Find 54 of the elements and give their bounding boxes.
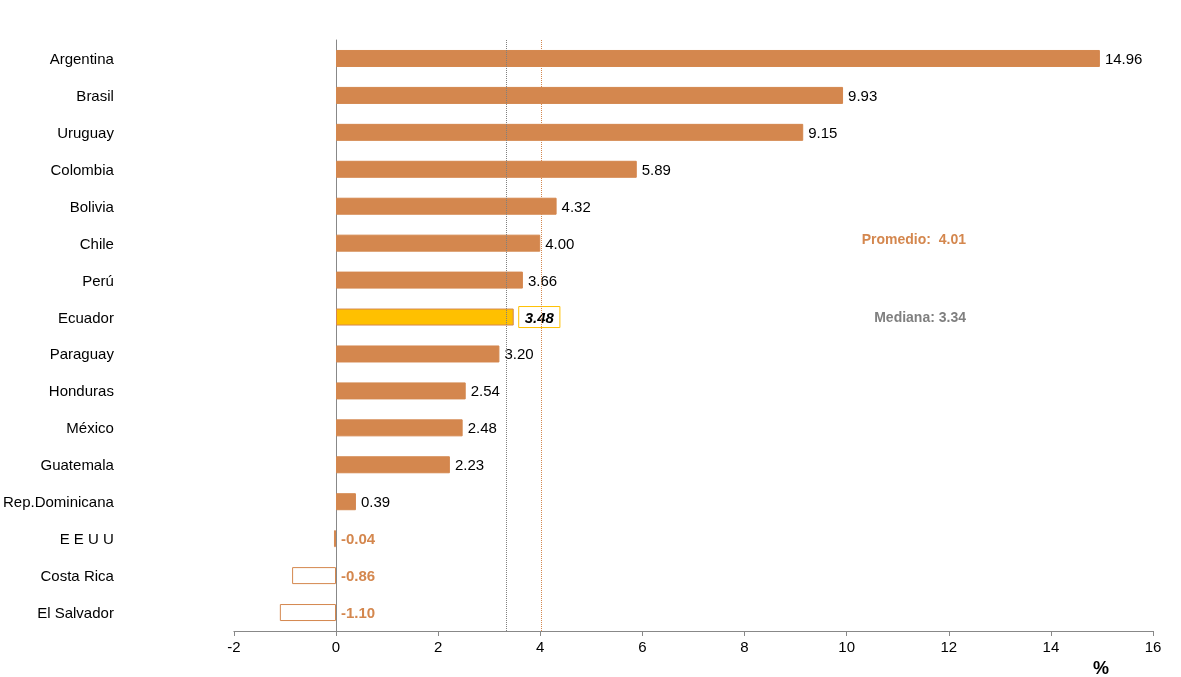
y-tick-label: Chile	[79, 234, 114, 252]
x-axis-title: %	[1093, 658, 1110, 677]
data-label: 14.96	[1104, 49, 1143, 67]
data-label: 2.48	[467, 419, 497, 437]
bar	[292, 567, 337, 585]
data-label: 3.66	[527, 271, 558, 289]
x-tick-label: 4	[536, 638, 545, 655]
ref-line-label: Mediana: 3.34	[874, 309, 967, 325]
x-tick-label: 10	[838, 638, 855, 655]
y-tick-label: El Salvador	[37, 604, 114, 622]
data-label: 0.39	[360, 493, 391, 511]
y-tick-label: Guatemala	[40, 456, 115, 474]
data-label: 5.89	[641, 160, 671, 178]
data-label: 9.93	[848, 86, 878, 104]
data-label: -0.04	[341, 530, 376, 548]
y-tick-label: E E U U	[59, 530, 114, 548]
data-label: 2.23	[454, 456, 485, 474]
data-label: 2.54	[470, 382, 500, 400]
x-tick-label: 14	[1042, 638, 1060, 655]
y-tick-label: Colombia	[50, 160, 115, 178]
bar	[336, 419, 463, 437]
y-tick-label: Argentina	[49, 49, 115, 67]
data-label: 4.00	[545, 234, 575, 252]
y-tick-label: Uruguay	[57, 123, 115, 141]
y-tick-label: Ecuador	[58, 308, 114, 326]
ref-line-label: Promedio: 4.01	[861, 231, 967, 247]
y-tick-label: México	[66, 419, 114, 437]
bar	[336, 456, 450, 474]
x-tick-label: 8	[740, 638, 749, 655]
bar	[336, 382, 466, 400]
bar	[336, 345, 500, 363]
y-tick-label: Paraguay	[49, 345, 115, 363]
bar	[279, 604, 337, 622]
y-tick-label: Honduras	[48, 382, 114, 400]
x-tick-label: 0	[331, 638, 341, 655]
x-tick-label: -2	[227, 638, 241, 655]
y-tick-label: Perú	[82, 271, 114, 289]
data-label: 3.20	[504, 345, 534, 363]
bar	[336, 308, 514, 326]
data-label: -1.10	[341, 604, 376, 622]
data-label: 4.32	[561, 197, 591, 215]
data-label: 9.15	[808, 123, 838, 141]
data-label: -0.86	[341, 567, 376, 585]
bar	[336, 271, 523, 289]
x-tick-label: 2	[433, 638, 443, 655]
y-tick-label: Rep.Dominicana	[3, 493, 115, 511]
bar	[336, 493, 356, 511]
x-tick-label: 12	[940, 638, 958, 655]
x-tick-label: 6	[638, 638, 647, 655]
data-label: 3.48	[524, 308, 555, 326]
x-tick-label: 16	[1144, 638, 1162, 655]
y-tick-label: Brasil	[76, 86, 114, 104]
y-tick-label: Bolivia	[69, 197, 115, 215]
y-tick-label: Costa Rica	[40, 567, 115, 585]
